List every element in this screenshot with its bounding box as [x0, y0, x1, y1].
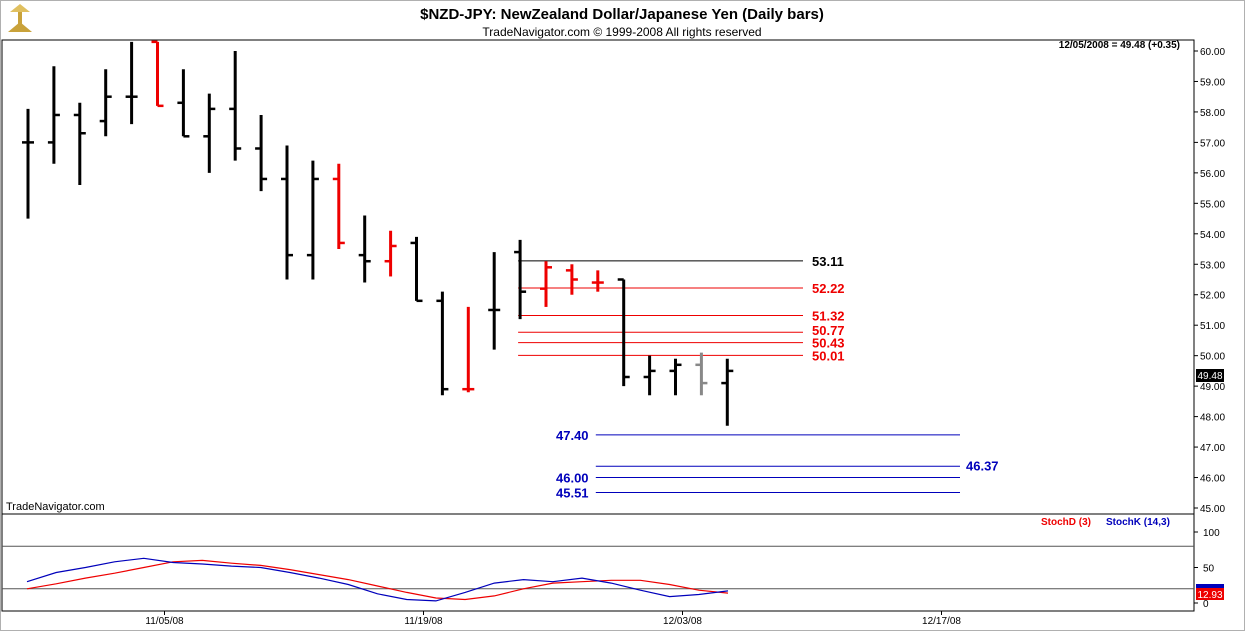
ohlc-bar: [695, 352, 708, 396]
stoch-tick-label: 50: [1203, 564, 1215, 575]
stoch-lines: 100 50 0: [2, 528, 1220, 610]
x-tick-label: 12/03/08: [663, 616, 702, 627]
ohlc-bar: [488, 252, 501, 350]
ohlc-bar: [514, 239, 527, 320]
ohlc-bar: [669, 358, 682, 396]
y-tick-label: 45.00: [1200, 504, 1225, 515]
ohlc-bar: [99, 69, 112, 137]
stoch-k-line: [26, 557, 729, 602]
ohlc-bar: [410, 236, 423, 303]
chart-title: $NZD-JPY: NewZealand Dollar/Japanese Yen…: [420, 6, 824, 23]
y-tick-label: 49.00: [1200, 382, 1225, 393]
level-label: 45.51: [556, 485, 589, 500]
ohlc-bar: [436, 291, 449, 396]
y-tick-label: 58.00: [1200, 108, 1225, 119]
y-tick-label: 51.00: [1200, 321, 1225, 332]
stoch-value: 12.93: [1197, 590, 1222, 601]
y-tick-label: 50.00: [1200, 352, 1225, 363]
level-label: 50.01: [812, 348, 845, 363]
y-tick-label: 56.00: [1200, 169, 1225, 180]
stoch-panel: [1, 513, 1195, 612]
ohlc-bar: [462, 306, 475, 393]
y-tick-label: 52.00: [1200, 291, 1225, 302]
level-label: 50.43: [812, 336, 845, 351]
level-label: 53.11: [812, 254, 844, 269]
y-tick-label: 53.00: [1200, 260, 1225, 271]
ohlc-bar: [203, 93, 216, 173]
y-tick-label: 60.00: [1200, 47, 1225, 58]
stoch-d-line: [26, 559, 729, 601]
ohlc-bar: [255, 114, 268, 192]
y-tick-label: 57.00: [1200, 138, 1225, 149]
level-label: 51.32: [812, 308, 845, 323]
y-tick-label: 54.00: [1200, 230, 1225, 241]
ohlc-bar: [281, 145, 293, 280]
logo-icon: [8, 4, 32, 32]
watermark: TradeNavigator.com: [6, 501, 105, 513]
level-label: 47.40: [556, 428, 589, 443]
ohlc-bar: [721, 358, 734, 426]
ohlc-bar: [332, 163, 345, 250]
level-label: 52.22: [812, 281, 845, 296]
ohlc-bar: [617, 278, 630, 387]
ohlc-bar: [73, 102, 86, 186]
y-tick-label: 59.00: [1200, 77, 1225, 88]
ohlc-bars: [22, 40, 734, 426]
date-x-axis: 11/05/08 11/19/08 12/03/08 12/17/08: [2, 610, 1194, 627]
ohlc-bar: [358, 215, 371, 283]
stoch-d-legend: StochD (3): [1041, 517, 1091, 528]
y-tick-label: 47.00: [1200, 443, 1225, 454]
ohlc-bar: [384, 230, 397, 277]
price-y-axis: 60.00 59.00 58.00 57.00 56.00 55.00 54.00 53.00…: [1194, 47, 1225, 515]
ohlc-bar: [47, 66, 60, 164]
ohlc-bar: [643, 355, 656, 396]
level-label: 50.77: [812, 323, 845, 338]
ohlc-bar: [306, 160, 319, 280]
x-tick-label: 12/17/08: [922, 616, 961, 627]
y-tick-label: 48.00: [1200, 413, 1225, 424]
level-label: 46.37: [966, 458, 999, 473]
y-tick-label: 46.00: [1200, 474, 1225, 485]
y-tick-label: 55.00: [1200, 199, 1225, 210]
stoch-tick-label: 0: [1203, 599, 1209, 610]
ohlc-bar: [565, 264, 578, 295]
ohlc-bar: [177, 69, 190, 138]
chart-subtitle: TradeNavigator.com © 1999-2008 All right…: [482, 25, 761, 39]
current-price-value: 49.48: [1197, 371, 1222, 382]
ohlc-bar: [591, 270, 604, 292]
quote-label: 12/05/2008 = 49.48 (+0.35): [1059, 40, 1180, 51]
x-tick-label: 11/05/08: [145, 616, 184, 627]
stoch-k-legend: StochK (14,3): [1106, 517, 1170, 528]
ohlc-bar: [125, 41, 138, 125]
stoch-tick-label: 100: [1203, 528, 1220, 539]
current-price-tag: 49.48: [1196, 369, 1224, 382]
x-tick-label: 11/19/08: [404, 616, 443, 627]
ohlc-bar: [229, 51, 242, 161]
stoch-value-tag: 12.93: [1196, 584, 1224, 601]
level-label: 46.00: [556, 471, 589, 486]
ohlc-bar: [22, 108, 34, 219]
ohlc-bar: [540, 261, 552, 307]
ohlc-bar: [151, 40, 164, 108]
